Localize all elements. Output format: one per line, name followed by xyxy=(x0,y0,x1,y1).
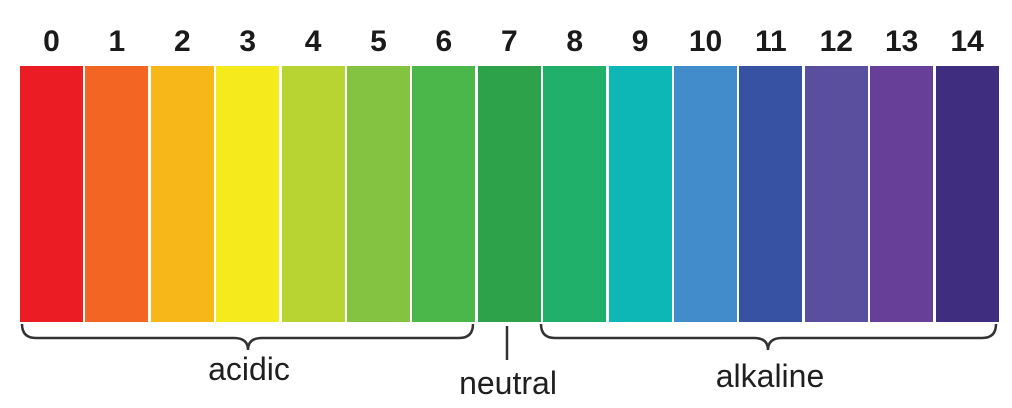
ph-band-1 xyxy=(85,66,149,322)
ph-band-0 xyxy=(20,66,83,322)
acidic-label: acidic xyxy=(208,351,290,387)
ph-value-12: 12 xyxy=(819,25,853,58)
ph-band-10 xyxy=(674,66,737,322)
ph-value-4: 4 xyxy=(304,25,322,58)
ph-band-8 xyxy=(543,66,607,322)
ph-value-11: 11 xyxy=(755,25,787,58)
ph-band-11 xyxy=(739,66,803,322)
ph-band-13 xyxy=(870,66,934,322)
ph-value-2: 2 xyxy=(173,25,191,58)
ph-value-8: 8 xyxy=(566,25,584,58)
ph-value-7: 7 xyxy=(500,25,518,58)
ph-value-0: 0 xyxy=(43,25,60,58)
ph-band-4 xyxy=(281,66,345,322)
ph-value-1: 1 xyxy=(108,25,126,58)
ph-value-9: 9 xyxy=(631,25,649,58)
ph-value-6: 6 xyxy=(435,25,453,58)
ph-value-5: 5 xyxy=(370,25,387,58)
ph-value-3: 3 xyxy=(239,25,257,58)
ph-band-5 xyxy=(347,66,410,322)
ph-value-13: 13 xyxy=(885,25,919,58)
ph-band-12 xyxy=(804,66,868,322)
neutral-label: neutral xyxy=(459,365,557,401)
ph-band-6 xyxy=(412,66,476,322)
ph-band-3 xyxy=(216,66,280,322)
alkaline-label: alkaline xyxy=(715,358,825,394)
ph-band-2 xyxy=(150,66,214,322)
ph-value-14: 14 xyxy=(950,25,984,58)
ph-band-9 xyxy=(608,66,672,322)
ph-value-10: 10 xyxy=(688,25,723,58)
ph-band-14 xyxy=(935,66,999,322)
ph-band-7 xyxy=(477,66,541,322)
